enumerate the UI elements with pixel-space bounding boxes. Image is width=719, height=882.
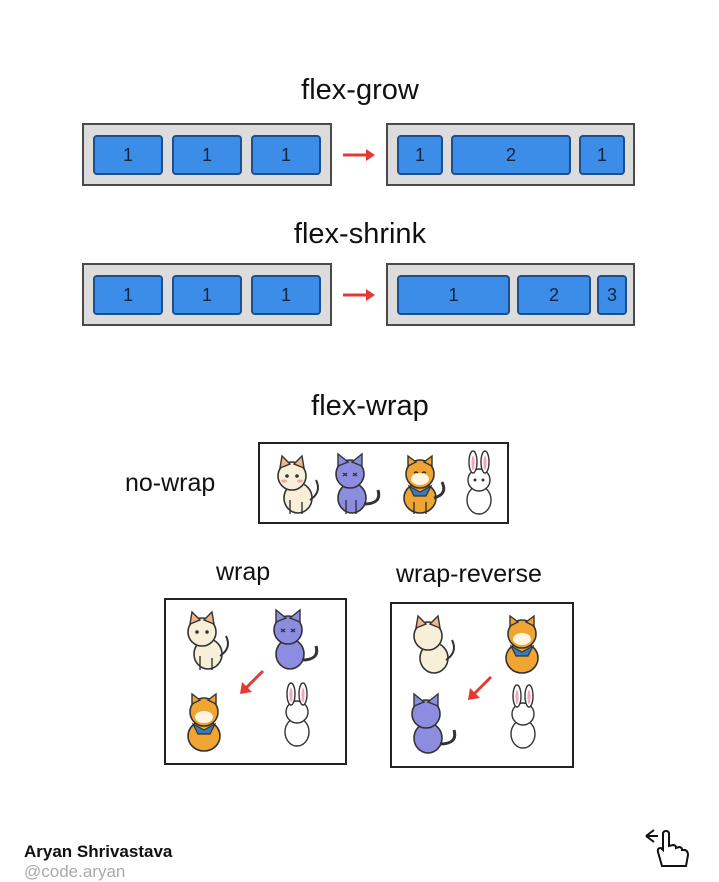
cat-cream-icon [413, 614, 455, 674]
dog-shiba-icon [403, 454, 446, 514]
rabbit-icon [510, 684, 536, 749]
dog-shiba-icon [505, 614, 539, 674]
flex-shrink-before-item: 1 [172, 275, 242, 315]
dog-shiba-icon [187, 692, 221, 752]
arrow-down-left-icon [468, 675, 493, 700]
arrow-down-left-icon [240, 669, 265, 694]
flex-grow-after-item: 1 [397, 135, 443, 175]
rabbit-icon [284, 682, 310, 747]
cat-purple-icon [273, 608, 319, 670]
cat-purple-icon [335, 452, 381, 514]
cat-cream-icon [277, 454, 319, 514]
flex-grow-before-item: 1 [251, 135, 321, 175]
flex-shrink-before-container: 1 1 1 [82, 263, 332, 326]
rabbit-icon [466, 450, 492, 515]
flex-grow-before-container: 1 1 1 [82, 123, 332, 186]
wrap-label: wrap [216, 558, 271, 586]
flex-grow-title: flex-grow [301, 74, 419, 106]
author-handle: @code.aryan [24, 862, 126, 881]
swipe-hand-icon[interactable] [644, 826, 692, 872]
flex-grow-before-item: 1 [172, 135, 242, 175]
flex-grow-after-item: 2 [451, 135, 571, 175]
flex-shrink-after-item: 2 [517, 275, 591, 315]
flex-shrink-title: flex-shrink [293, 218, 427, 250]
arrow-right-icon [343, 149, 375, 161]
no-wrap-label: no-wrap [125, 469, 216, 497]
no-wrap-box [258, 442, 509, 524]
flex-wrap-title: flex-wrap [311, 390, 429, 422]
cat-purple-icon [411, 692, 457, 754]
flex-grow-after-container: 1 2 1 [386, 123, 635, 186]
flex-shrink-after-container: 1 2 3 [386, 263, 635, 326]
flex-shrink-after-item: 3 [597, 275, 627, 315]
author-name: Aryan Shrivastava [24, 842, 173, 861]
wrap-reverse-label: wrap-reverse [396, 560, 542, 588]
flex-shrink-before-item: 1 [93, 275, 163, 315]
flex-shrink-before-item: 1 [251, 275, 321, 315]
wrap-box [164, 598, 347, 765]
cat-cream-icon [187, 610, 229, 670]
flex-grow-before-item: 1 [93, 135, 163, 175]
flex-shrink-after-item: 1 [397, 275, 510, 315]
wrap-reverse-box [390, 602, 574, 768]
flex-grow-after-item: 1 [579, 135, 625, 175]
arrow-right-icon [343, 289, 375, 301]
